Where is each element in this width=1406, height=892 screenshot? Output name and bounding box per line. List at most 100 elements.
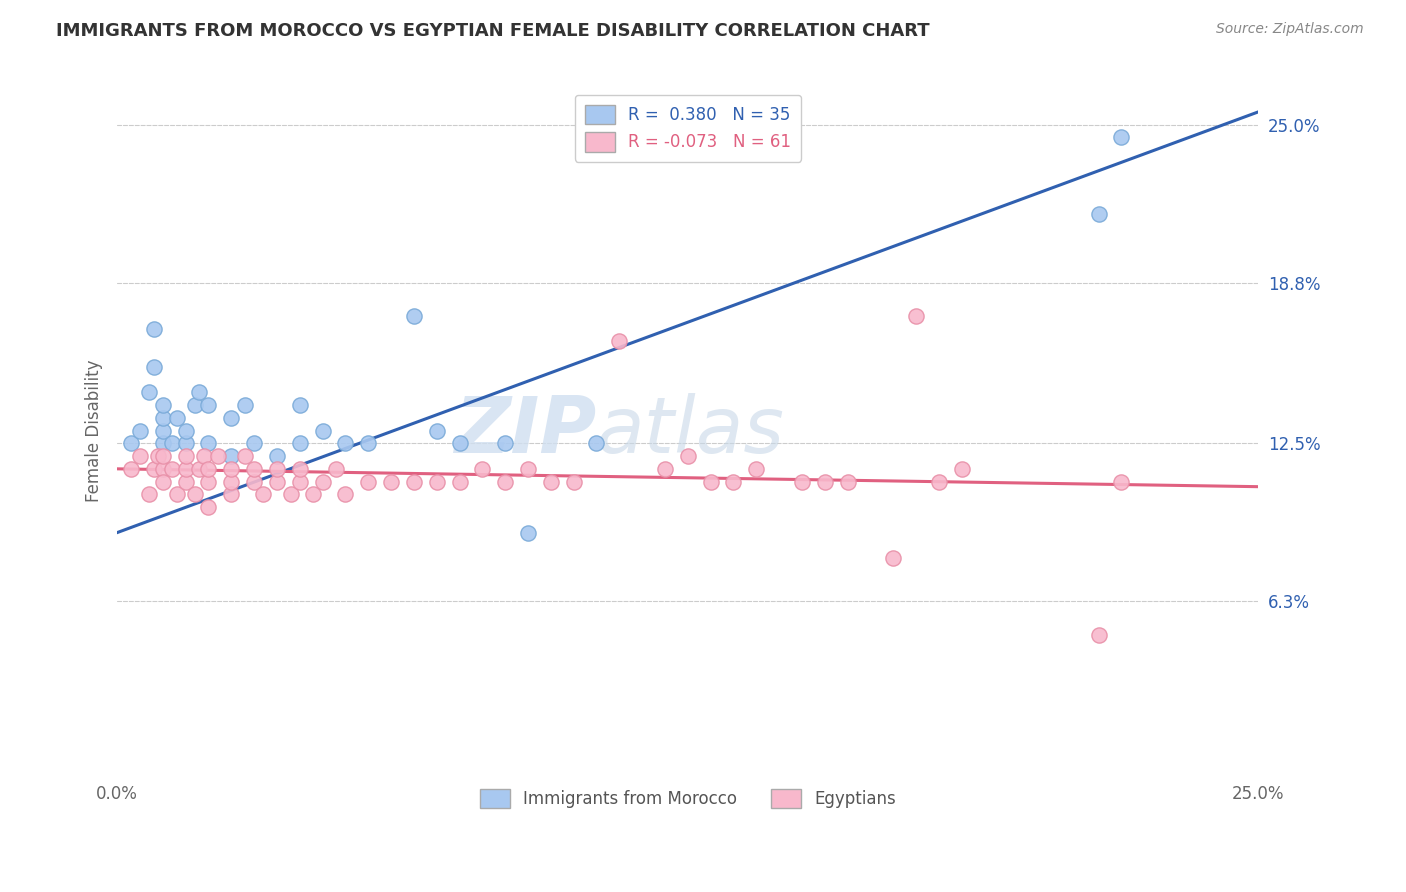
Point	[1087, 207, 1109, 221]
Point	[814, 475, 837, 489]
Point	[402, 309, 425, 323]
Point	[197, 500, 219, 514]
Point	[699, 475, 721, 489]
Point	[904, 309, 927, 323]
Point	[120, 462, 142, 476]
Point	[188, 462, 211, 476]
Point	[221, 449, 243, 463]
Point	[152, 436, 174, 450]
Point	[288, 398, 311, 412]
Point	[152, 462, 174, 476]
Point	[607, 334, 630, 349]
Point	[152, 475, 174, 489]
Point	[160, 436, 183, 450]
Point	[517, 525, 540, 540]
Point	[243, 462, 266, 476]
Point	[152, 410, 174, 425]
Point	[471, 462, 494, 476]
Point	[142, 359, 165, 374]
Point	[129, 449, 152, 463]
Point	[197, 398, 219, 412]
Point	[1087, 627, 1109, 641]
Point	[266, 462, 288, 476]
Point	[1111, 130, 1133, 145]
Point	[221, 462, 243, 476]
Point	[174, 475, 197, 489]
Point	[562, 475, 585, 489]
Point	[288, 475, 311, 489]
Point	[837, 475, 859, 489]
Point	[129, 424, 152, 438]
Point	[266, 449, 288, 463]
Point	[1111, 475, 1133, 489]
Point	[380, 475, 402, 489]
Point	[174, 424, 197, 438]
Point	[540, 475, 562, 489]
Text: Source: ZipAtlas.com: Source: ZipAtlas.com	[1216, 22, 1364, 37]
Point	[357, 475, 380, 489]
Point	[585, 436, 607, 450]
Point	[174, 436, 197, 450]
Y-axis label: Female Disability: Female Disability	[86, 359, 103, 502]
Point	[197, 436, 219, 450]
Point	[138, 385, 160, 400]
Point	[148, 449, 170, 463]
Point	[166, 410, 188, 425]
Point	[357, 436, 380, 450]
Point	[882, 551, 904, 566]
Text: atlas: atlas	[596, 392, 785, 468]
Point	[449, 475, 471, 489]
Point	[426, 424, 449, 438]
Point	[950, 462, 973, 476]
Point	[426, 475, 449, 489]
Point	[152, 398, 174, 412]
Point	[288, 436, 311, 450]
Point	[207, 449, 229, 463]
Point	[402, 475, 425, 489]
Text: ZIP: ZIP	[454, 392, 596, 468]
Point	[335, 436, 357, 450]
Point	[142, 321, 165, 335]
Point	[138, 487, 160, 501]
Point	[221, 475, 243, 489]
Point	[184, 487, 207, 501]
Point	[494, 475, 516, 489]
Point	[288, 462, 311, 476]
Point	[335, 487, 357, 501]
Point	[221, 487, 243, 501]
Point	[174, 449, 197, 463]
Point	[790, 475, 813, 489]
Point	[280, 487, 302, 501]
Point	[120, 436, 142, 450]
Point	[302, 487, 325, 501]
Point	[233, 398, 256, 412]
Point	[243, 436, 266, 450]
Point	[745, 462, 768, 476]
Point	[184, 398, 207, 412]
Point	[311, 475, 333, 489]
Point	[197, 475, 219, 489]
Point	[152, 449, 174, 463]
Point	[233, 449, 256, 463]
Point	[928, 475, 950, 489]
Point	[266, 475, 288, 489]
Point	[494, 436, 516, 450]
Point	[325, 462, 347, 476]
Point	[243, 475, 266, 489]
Point	[193, 449, 215, 463]
Point	[654, 462, 676, 476]
Point	[221, 410, 243, 425]
Point	[517, 462, 540, 476]
Point	[142, 462, 165, 476]
Point	[152, 424, 174, 438]
Point	[174, 462, 197, 476]
Text: IMMIGRANTS FROM MOROCCO VS EGYPTIAN FEMALE DISABILITY CORRELATION CHART: IMMIGRANTS FROM MOROCCO VS EGYPTIAN FEMA…	[56, 22, 929, 40]
Point	[160, 462, 183, 476]
Point	[188, 385, 211, 400]
Point	[311, 424, 333, 438]
Point	[252, 487, 274, 501]
Point	[449, 436, 471, 450]
Point	[197, 462, 219, 476]
Legend: Immigrants from Morocco, Egyptians: Immigrants from Morocco, Egyptians	[474, 782, 903, 814]
Point	[676, 449, 699, 463]
